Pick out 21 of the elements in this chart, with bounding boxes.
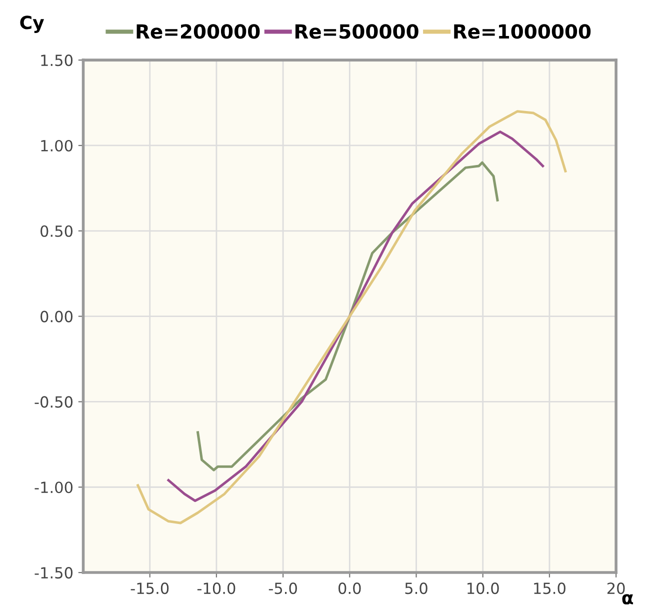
line-series (136, 110, 567, 524)
x-tick-label: 20 (607, 582, 625, 594)
y-tick-label: 1.00 (41, 140, 73, 152)
x-axis-title: α (622, 594, 634, 604)
y-tick-label: 0.50 (40, 225, 73, 237)
y-tick-label: 1.50 (41, 54, 73, 66)
x-tick-label: 10.0 (468, 582, 499, 594)
x-tick-label: -10.0 (197, 582, 236, 594)
y-axis-title: Cy (20, 16, 44, 33)
x-tick-label: -5.0 (268, 582, 297, 594)
x-tick-label: 0.0 (338, 582, 361, 594)
y-tick-label: -0.50 (34, 396, 73, 408)
legend-label: Re=1000000 (454, 24, 591, 39)
legend-label: Re=200000 (136, 24, 260, 39)
x-tick-label: -15.0 (130, 582, 169, 594)
y-tick-label: -1.00 (34, 482, 73, 494)
x-tick-label: 15.0 (534, 582, 566, 594)
legend-label: Re=500000 (295, 24, 418, 39)
x-tick-label: 5.0 (405, 582, 428, 594)
y-tick-label: 0.00 (40, 310, 73, 322)
y-tick-label: -1.50 (34, 567, 73, 579)
